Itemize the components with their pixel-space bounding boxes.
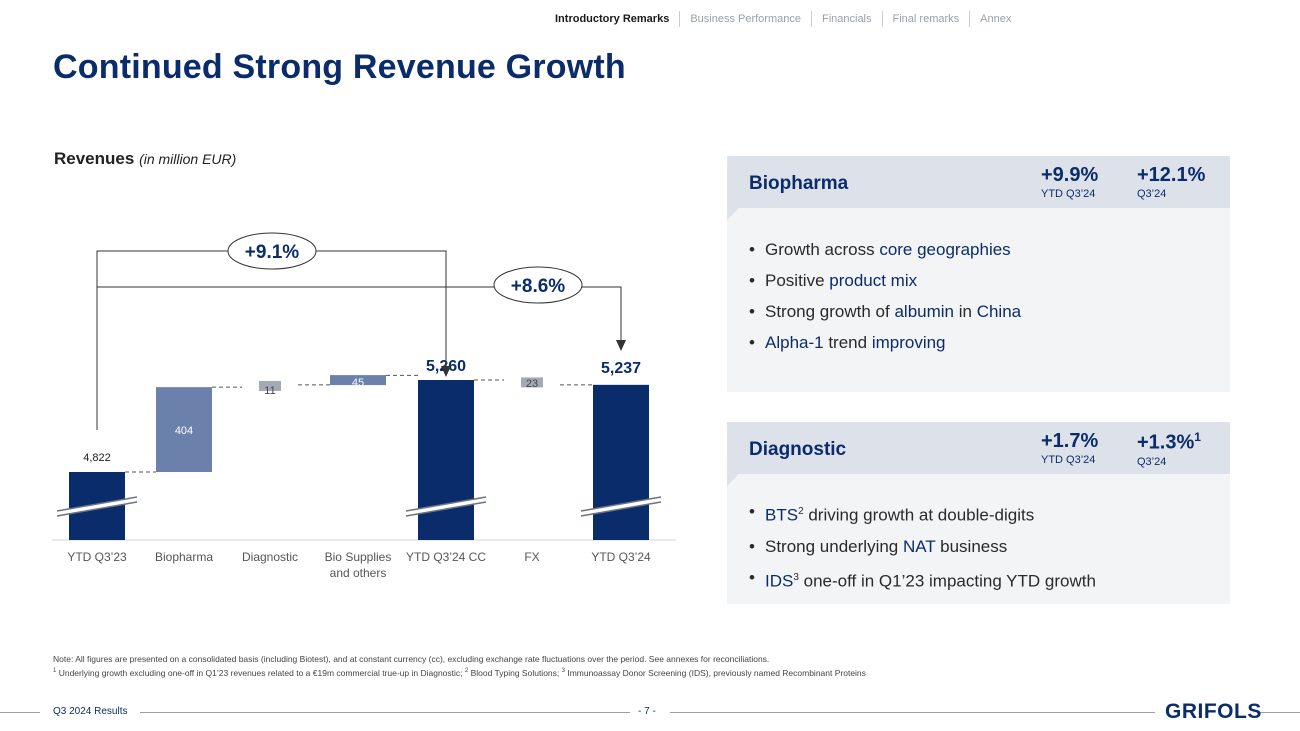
axis-break-gap bbox=[57, 497, 137, 516]
footnote-line: 1 Underlying growth excluding one-off in… bbox=[53, 667, 866, 678]
axis-break-line bbox=[580, 496, 662, 512]
diagnostic-bullets: BTS2 driving growth at double-digits Str… bbox=[749, 496, 1096, 596]
nav-introductory-remarks[interactable]: Introductory Remarks bbox=[555, 13, 670, 25]
bullet-item: Strong growth of albumin in China bbox=[749, 296, 1021, 327]
bar-ytd-q3-24-cc bbox=[418, 380, 474, 540]
category-label: YTD Q3’23 bbox=[67, 550, 127, 564]
value-label: 11 bbox=[264, 385, 275, 397]
chart-title-unit: (in million EUR) bbox=[139, 151, 237, 167]
bar-diagnostic bbox=[259, 380, 281, 391]
axis-break-gap bbox=[581, 497, 661, 516]
nav-final-remarks[interactable]: Final remarks bbox=[892, 13, 960, 25]
diagnostic-panel-title: Diagnostic bbox=[749, 439, 847, 460]
footer-rule bbox=[1258, 712, 1300, 713]
growth-callout-bubble bbox=[227, 232, 317, 270]
footer-report-name: Q3 2024 Results bbox=[53, 706, 128, 717]
category-label: YTD Q3’24 bbox=[591, 550, 651, 564]
growth-callout-cc: +9.1% bbox=[245, 242, 300, 263]
panel-notch bbox=[727, 208, 739, 220]
growth-callout-reported: +8.6% bbox=[511, 276, 566, 297]
arrowhead bbox=[616, 340, 626, 351]
biopharma-ytd-label: YTD Q3’24 bbox=[1041, 188, 1096, 200]
category-label: YTD Q3’24 CC bbox=[406, 550, 486, 564]
biopharma-bullets: Growth across core geographies Positive … bbox=[749, 234, 1021, 358]
category-label: and others bbox=[330, 566, 387, 580]
nav-separator bbox=[969, 11, 971, 27]
category-label: Biopharma bbox=[155, 550, 213, 564]
diagnostic-ytd-value: +1.7% bbox=[1041, 430, 1099, 452]
bullet-item: BTS2 driving growth at double-digits bbox=[749, 496, 1096, 531]
category-label: FX bbox=[524, 550, 539, 564]
grifols-logo: GRIFOLS bbox=[1165, 700, 1262, 723]
bar-ytd-q3-24 bbox=[593, 384, 649, 540]
biopharma-panel-header: Biopharma +9.9% YTD Q3’24 +12.1% Q3’24 bbox=[727, 156, 1230, 208]
nav-separator bbox=[810, 11, 812, 27]
growth-bracket-cc bbox=[96, 250, 447, 430]
chart-title: Revenues (in million EUR) bbox=[54, 149, 236, 169]
biopharma-q3-value: +12.1% bbox=[1137, 164, 1206, 186]
chart-title-main: Revenues bbox=[54, 149, 135, 168]
diagnostic-q3-metric: +1.3%1 Q3’24 bbox=[1137, 430, 1201, 468]
biopharma-ytd-value: +9.9% bbox=[1041, 164, 1099, 186]
bullet-item: Strong underlying NAT business bbox=[749, 531, 1096, 562]
biopharma-panel-title: Biopharma bbox=[749, 173, 849, 194]
bullet-item: Positive product mix bbox=[749, 265, 1021, 296]
arrowhead bbox=[441, 366, 451, 377]
axis-break-gap bbox=[406, 497, 486, 516]
diagnostic-q3-value: +1.3%1 bbox=[1137, 430, 1201, 454]
diagnostic-panel: Diagnostic +1.7% YTD Q3’24 +1.3%1 Q3’24 … bbox=[727, 422, 1230, 604]
bar-biopharma bbox=[156, 387, 212, 472]
growth-callout-bubble bbox=[493, 266, 583, 304]
biopharma-panel: Biopharma +9.9% YTD Q3’24 +12.1% Q3’24 G… bbox=[727, 156, 1230, 392]
bullet-item: Alpha-1 trend improving bbox=[749, 327, 1021, 358]
bar-bio-supplies-and-others bbox=[330, 375, 386, 386]
nav-business-performance[interactable]: Business Performance bbox=[690, 13, 801, 25]
axis-break-line bbox=[56, 496, 138, 512]
category-label: Bio Supplies bbox=[325, 550, 392, 564]
diagnostic-ytd-metric: +1.7% YTD Q3’24 bbox=[1041, 430, 1098, 466]
diagnostic-ytd-label: YTD Q3’24 bbox=[1041, 454, 1096, 466]
axis-break-line bbox=[56, 501, 138, 517]
bullet-item: IDS3 one-off in Q1’23 impacting YTD grow… bbox=[749, 562, 1096, 597]
footer-rule bbox=[670, 712, 1155, 713]
category-label: Diagnostic bbox=[242, 550, 298, 564]
biopharma-q3-metric: +12.1% Q3’24 bbox=[1137, 164, 1205, 200]
axis-break-line bbox=[405, 496, 487, 512]
section-nav: Introductory Remarks Business Performanc… bbox=[545, 10, 1260, 28]
nav-financials[interactable]: Financials bbox=[821, 13, 872, 25]
biopharma-ytd-metric: +9.9% YTD Q3’24 bbox=[1041, 164, 1098, 200]
footer-rule bbox=[0, 712, 40, 713]
diagnostic-panel-header: Diagnostic +1.7% YTD Q3’24 +1.3%1 Q3’24 bbox=[727, 422, 1230, 474]
biopharma-q3-label: Q3’24 bbox=[1137, 188, 1167, 200]
nav-separator bbox=[679, 11, 681, 27]
value-label: 23 bbox=[526, 378, 538, 390]
value-label: 4,822 bbox=[83, 452, 111, 464]
axis-break-line bbox=[405, 501, 487, 517]
footnotes: Note: All figures are presented on a con… bbox=[53, 653, 866, 679]
nav-annex[interactable]: Annex bbox=[980, 13, 1012, 25]
bar-fx bbox=[521, 377, 543, 388]
growth-bracket-reported bbox=[97, 286, 622, 346]
page-number: - 7 - bbox=[638, 706, 656, 717]
nav-separator bbox=[881, 11, 883, 27]
panel-notch bbox=[727, 474, 739, 486]
bullet-item: Growth across core geographies bbox=[749, 234, 1021, 265]
value-label: 45 bbox=[352, 377, 364, 389]
footer-rule bbox=[140, 712, 630, 713]
value-label: 5,237 bbox=[601, 360, 641, 377]
footnote-line: Note: All figures are presented on a con… bbox=[53, 654, 770, 664]
diagnostic-q3-label: Q3’24 bbox=[1137, 455, 1167, 468]
value-label: 404 bbox=[175, 425, 193, 437]
page-title: Continued Strong Revenue Growth bbox=[53, 48, 626, 86]
axis-break-line bbox=[580, 501, 662, 517]
